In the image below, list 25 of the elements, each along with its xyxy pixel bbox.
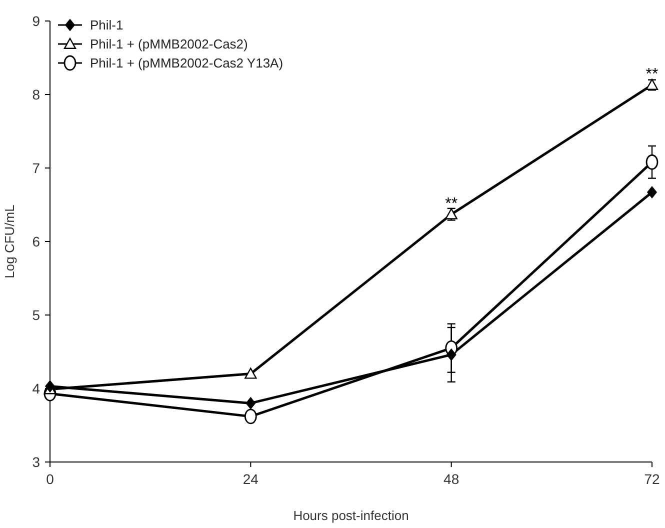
annotation: **: [445, 195, 458, 212]
y-tick-label: 3: [32, 454, 40, 470]
y-tick-label: 6: [32, 233, 40, 250]
legend-label: Phil-1 + (pMMB2002-Cas2 Y13A): [90, 56, 284, 71]
point: [244, 368, 257, 379]
y-tick-label: 5: [32, 306, 40, 323]
y-tick-label: 4: [32, 380, 40, 396]
annotation: **: [646, 66, 658, 83]
y-axis-title: Log CFU/mL: [2, 204, 17, 278]
x-tick-label: 0: [46, 471, 54, 487]
x-tick-label: 24: [242, 471, 259, 487]
point: [244, 408, 257, 424]
y-tick-label: 9: [32, 12, 40, 29]
point: [45, 380, 55, 392]
x-tick-label: 72: [644, 471, 660, 487]
point: [246, 397, 256, 410]
legend-label: Phil-1: [90, 18, 124, 33]
y-tick-label: 8: [32, 86, 40, 102]
point: [446, 348, 456, 361]
x-tick-label: 48: [444, 471, 460, 487]
point: [646, 154, 658, 170]
point: [647, 186, 657, 198]
y-tick-label: 7: [32, 160, 40, 176]
x-axis-title: Hours post-infection: [293, 508, 409, 523]
legend-label: Phil-1 + (pMMB2002-Cas2): [90, 36, 248, 52]
